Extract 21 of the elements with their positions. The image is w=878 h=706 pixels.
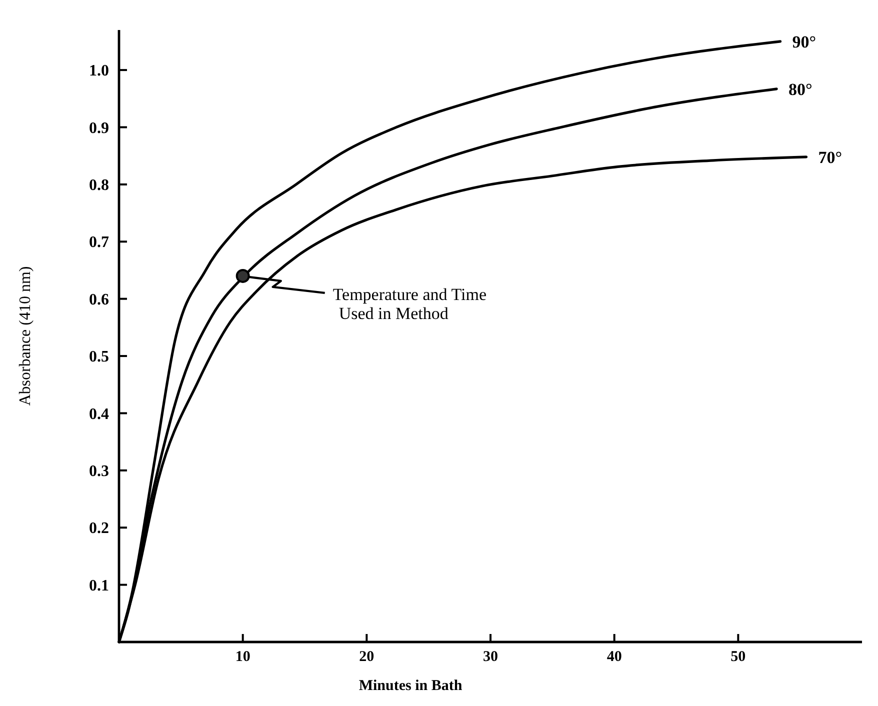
y-tick-label: 0.3 <box>89 463 109 480</box>
x-tick-label: 30 <box>483 649 498 665</box>
y-tick-label: 0.2 <box>89 520 109 538</box>
x-tick-label: 20 <box>359 649 374 665</box>
y-axis-title: Absorbance (410 nm) <box>17 266 34 406</box>
y-tick-label: 0.1 <box>89 577 109 594</box>
x-axis-title: Minutes in Bath <box>358 678 463 694</box>
y-tick-label: 1.0 <box>89 62 109 80</box>
y-tick-label: 0.7 <box>89 234 109 252</box>
y-tick-label: 0.5 <box>89 348 109 366</box>
series-label: 80° <box>788 80 812 99</box>
y-tick-label: 0.6 <box>89 291 109 308</box>
y-tick-label: 0.4 <box>89 406 109 423</box>
series-label: 90° <box>792 32 816 52</box>
x-tick-label: 50 <box>730 649 746 665</box>
x-tick-label: 40 <box>606 649 622 665</box>
annotation: Temperature and Time Used in Method <box>332 284 487 323</box>
series-label: 70° <box>818 148 842 167</box>
y-tick-label: 0.9 <box>89 120 109 137</box>
y-tick-label: 0.8 <box>89 177 109 194</box>
x-tick-label: 10 <box>235 649 250 665</box>
